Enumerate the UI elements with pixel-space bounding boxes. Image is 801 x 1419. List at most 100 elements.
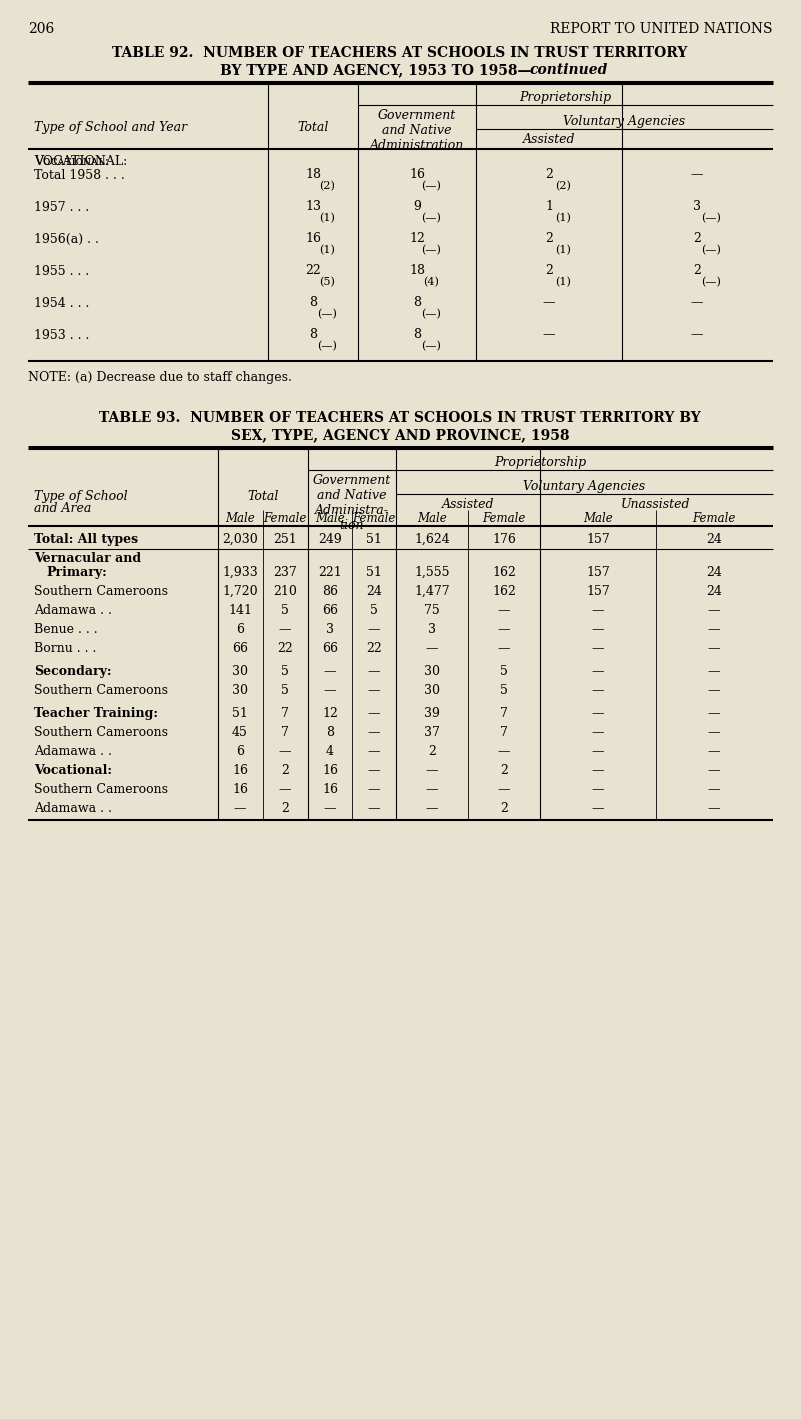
Text: Adamawa . .: Adamawa . . [34,802,112,815]
Text: 86: 86 [322,585,338,597]
Text: continued: continued [530,62,609,77]
Text: (1): (1) [319,245,335,255]
Text: 30: 30 [424,684,440,697]
Text: (1): (1) [555,213,571,223]
Text: 51: 51 [366,534,382,546]
Text: 6: 6 [236,623,244,636]
Text: —: — [279,745,292,758]
Text: 1954 . . .: 1954 . . . [34,297,90,309]
Text: Voluntary Agencies: Voluntary Agencies [563,115,685,128]
Text: 30: 30 [232,666,248,678]
Text: SEX, TYPE, AGENCY AND PROVINCE, 1958: SEX, TYPE, AGENCY AND PROVINCE, 1958 [231,429,570,441]
Text: 2: 2 [693,264,701,277]
Text: —: — [497,745,510,758]
Text: Teacher Training:: Teacher Training: [34,707,158,719]
Text: —: — [690,297,703,309]
Text: Total: All types: Total: All types [34,534,138,546]
Text: Female: Female [352,512,396,525]
Text: TABLE 93.  NUMBER OF TEACHERS AT SCHOOLS IN TRUST TERRITORY BY: TABLE 93. NUMBER OF TEACHERS AT SCHOOLS … [99,412,701,426]
Text: 2: 2 [545,167,553,182]
Text: Female: Female [692,512,735,525]
Text: 210: 210 [273,585,297,597]
Text: VOCATIONAL:: VOCATIONAL: [34,155,127,167]
Text: Adamawa . .: Adamawa . . [34,604,112,617]
Text: (—): (—) [701,213,721,223]
Text: —: — [497,641,510,656]
Text: 24: 24 [706,534,722,546]
Text: 1,624: 1,624 [414,534,450,546]
Text: —: — [368,684,380,697]
Text: 7: 7 [500,727,508,739]
Text: Male: Male [225,512,255,525]
Text: 2: 2 [693,231,701,245]
Text: 5: 5 [281,604,289,617]
Text: 157: 157 [586,585,610,597]
Text: 3: 3 [326,623,334,636]
Text: Male: Male [315,512,345,525]
Text: —: — [426,641,438,656]
Text: —: — [592,763,604,778]
Text: 249: 249 [318,534,342,546]
Text: 16: 16 [409,167,425,182]
Text: Proprietorship: Proprietorship [519,91,611,104]
Text: —: — [708,707,720,719]
Text: 141: 141 [228,604,252,617]
Text: 30: 30 [424,666,440,678]
Text: Bornu . . .: Bornu . . . [34,641,96,656]
Text: 7: 7 [500,707,508,719]
Text: 5: 5 [281,666,289,678]
Text: 2: 2 [500,802,508,815]
Text: 16: 16 [305,231,321,245]
Text: 8: 8 [326,727,334,739]
Text: and Area: and Area [34,502,91,515]
Text: 1,933: 1,933 [222,566,258,579]
Text: —: — [592,783,604,796]
Text: —: — [543,297,555,309]
Text: 24: 24 [366,585,382,597]
Text: (—): (—) [701,245,721,255]
Text: 162: 162 [492,566,516,579]
Text: 157: 157 [586,566,610,579]
Text: —: — [708,623,720,636]
Text: 1,720: 1,720 [222,585,258,597]
Text: —: — [426,763,438,778]
Text: 8: 8 [413,297,421,309]
Text: 221: 221 [318,566,342,579]
Text: 16: 16 [322,783,338,796]
Text: Southern Cameroons: Southern Cameroons [34,783,168,796]
Text: 16: 16 [232,783,248,796]
Text: 37: 37 [424,727,440,739]
Text: 16: 16 [232,763,248,778]
Text: Unassisted: Unassisted [622,498,690,511]
Text: —: — [690,167,703,182]
Text: —: — [324,684,336,697]
Text: (—): (—) [701,277,721,287]
Text: (4): (4) [423,277,439,287]
Text: (—): (—) [421,245,441,255]
Text: —: — [426,802,438,815]
Text: —: — [543,328,555,341]
Text: —: — [497,604,510,617]
Text: 3: 3 [693,200,701,213]
Text: Type of School: Type of School [34,490,127,502]
Text: (—): (—) [317,309,337,319]
Text: Southern Cameroons: Southern Cameroons [34,727,168,739]
Text: TABLE 92.  NUMBER OF TEACHERS AT SCHOOLS IN TRUST TERRITORY: TABLE 92. NUMBER OF TEACHERS AT SCHOOLS … [112,45,688,60]
Text: 2: 2 [545,231,553,245]
Text: —: — [592,623,604,636]
Text: Government
and Native
Administration: Government and Native Administration [370,109,464,152]
Text: —: — [324,666,336,678]
Text: —: — [592,745,604,758]
Text: —: — [708,783,720,796]
Text: —: — [497,623,510,636]
Text: 176: 176 [492,534,516,546]
Text: 5: 5 [500,684,508,697]
Text: 22: 22 [305,264,321,277]
Text: Proprietorship: Proprietorship [494,455,586,470]
Text: 8: 8 [309,297,317,309]
Text: 162: 162 [492,585,516,597]
Text: 5: 5 [281,684,289,697]
Text: 237: 237 [273,566,297,579]
Text: 51: 51 [366,566,382,579]
Text: Total 1958 . . .: Total 1958 . . . [34,169,125,182]
